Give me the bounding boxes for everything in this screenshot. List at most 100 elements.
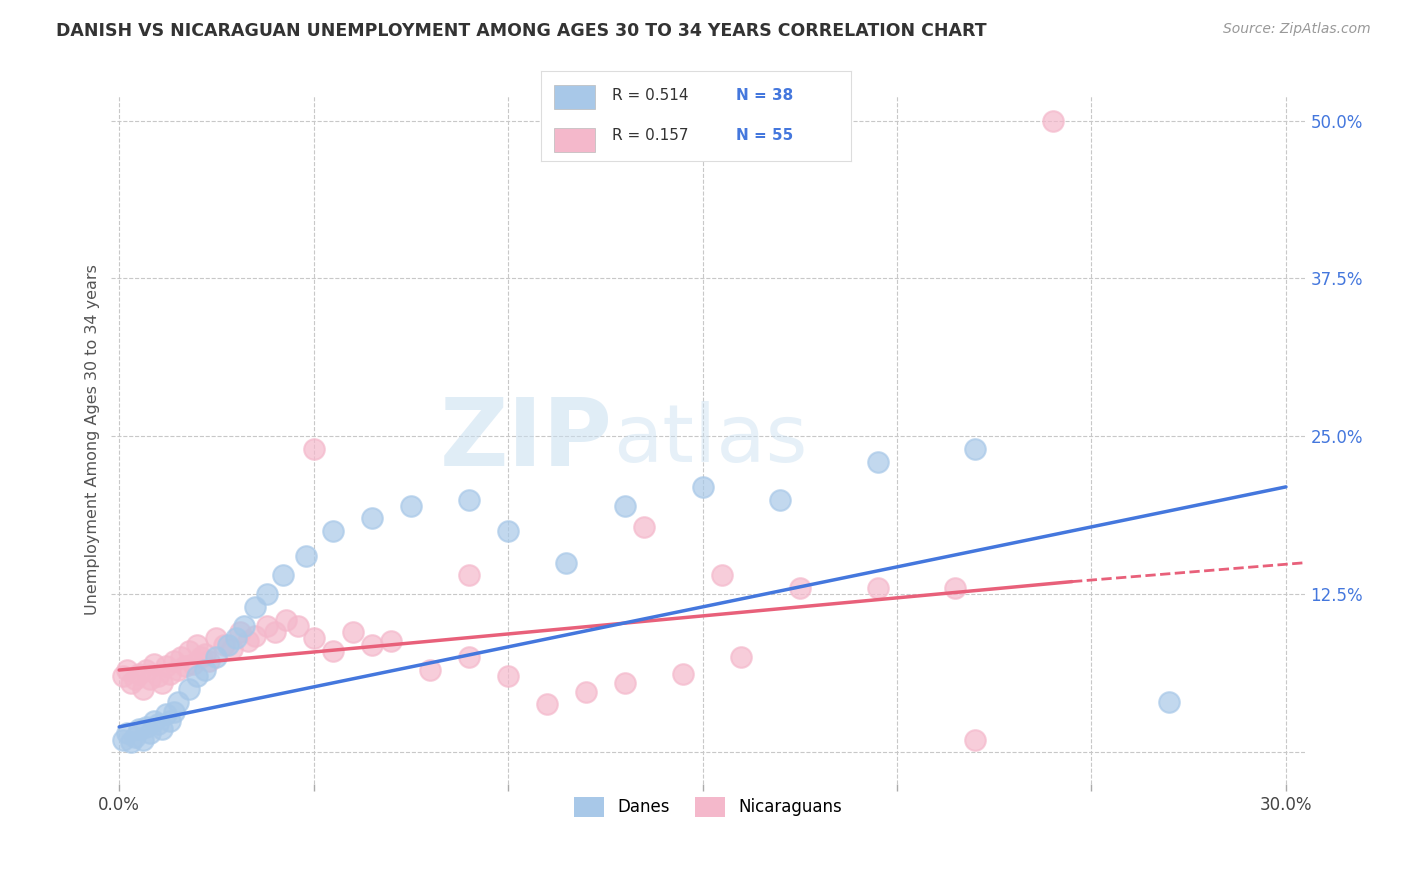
Point <box>229 625 252 640</box>
Point <box>302 442 325 456</box>
Point <box>120 735 142 749</box>
Point <box>166 663 188 677</box>
Point <box>1042 113 1064 128</box>
Point <box>212 638 235 652</box>
Point <box>179 644 201 658</box>
Point <box>613 499 636 513</box>
Text: N = 55: N = 55 <box>737 128 793 143</box>
Point <box>225 632 247 646</box>
Point <box>236 634 259 648</box>
Point <box>135 720 157 734</box>
Point <box>322 644 344 658</box>
Point <box>162 705 184 719</box>
Point <box>322 524 344 538</box>
Point <box>769 492 792 507</box>
Point <box>143 714 166 728</box>
Text: Source: ZipAtlas.com: Source: ZipAtlas.com <box>1223 22 1371 37</box>
Point <box>143 657 166 671</box>
Point <box>263 625 285 640</box>
Point <box>170 650 193 665</box>
Point <box>866 581 889 595</box>
Point <box>174 659 197 673</box>
Point <box>1159 695 1181 709</box>
Point <box>496 669 519 683</box>
Y-axis label: Unemployment Among Ages 30 to 34 years: Unemployment Among Ages 30 to 34 years <box>86 264 100 615</box>
Point <box>162 654 184 668</box>
Point <box>419 663 441 677</box>
Point <box>963 442 986 456</box>
Point <box>181 657 204 671</box>
Legend: Danes, Nicaraguans: Danes, Nicaraguans <box>568 790 849 823</box>
Point <box>146 669 169 683</box>
Point <box>361 638 384 652</box>
Point <box>190 650 212 665</box>
Point <box>633 520 655 534</box>
Point <box>232 619 254 633</box>
Point <box>963 732 986 747</box>
Point <box>361 511 384 525</box>
Bar <box>554 128 596 152</box>
Point <box>256 619 278 633</box>
Point <box>150 675 173 690</box>
Point <box>458 650 481 665</box>
Text: N = 38: N = 38 <box>737 88 793 103</box>
Point <box>124 672 146 686</box>
Point <box>197 654 219 668</box>
Point <box>221 641 243 656</box>
Point <box>159 714 181 728</box>
Point <box>256 587 278 601</box>
Point <box>458 568 481 582</box>
Point <box>342 625 364 640</box>
Point <box>672 666 695 681</box>
Point <box>287 619 309 633</box>
Point <box>276 613 298 627</box>
Point <box>458 492 481 507</box>
Point <box>692 480 714 494</box>
Point <box>555 556 578 570</box>
Point <box>789 581 811 595</box>
Text: R = 0.157: R = 0.157 <box>613 128 689 143</box>
Point <box>613 675 636 690</box>
Point <box>166 695 188 709</box>
Point <box>146 717 169 731</box>
Point <box>131 732 153 747</box>
Point <box>205 632 228 646</box>
Point <box>866 455 889 469</box>
Point <box>159 666 181 681</box>
Point <box>302 632 325 646</box>
Point <box>128 666 150 681</box>
Point <box>536 697 558 711</box>
Point <box>575 684 598 698</box>
Point <box>186 669 208 683</box>
Text: ZIP: ZIP <box>440 393 613 485</box>
Text: atlas: atlas <box>613 401 807 478</box>
Point <box>139 726 162 740</box>
Point <box>155 659 177 673</box>
Point <box>496 524 519 538</box>
Point <box>120 675 142 690</box>
Point <box>155 707 177 722</box>
Point <box>179 681 201 696</box>
Point <box>730 650 752 665</box>
Point <box>245 629 267 643</box>
Point <box>115 663 138 677</box>
Point <box>112 669 135 683</box>
Point <box>139 672 162 686</box>
Point <box>112 732 135 747</box>
Point <box>150 723 173 737</box>
Text: R = 0.514: R = 0.514 <box>613 88 689 103</box>
Point <box>131 681 153 696</box>
Point <box>124 730 146 744</box>
Point <box>245 599 267 614</box>
Bar <box>554 85 596 109</box>
Point <box>711 568 734 582</box>
Point <box>128 723 150 737</box>
Point <box>135 663 157 677</box>
Point <box>194 663 217 677</box>
Text: DANISH VS NICARAGUAN UNEMPLOYMENT AMONG AGES 30 TO 34 YEARS CORRELATION CHART: DANISH VS NICARAGUAN UNEMPLOYMENT AMONG … <box>56 22 987 40</box>
Point <box>380 634 402 648</box>
Point <box>115 726 138 740</box>
Point <box>186 638 208 652</box>
Point <box>271 568 294 582</box>
Point <box>399 499 422 513</box>
